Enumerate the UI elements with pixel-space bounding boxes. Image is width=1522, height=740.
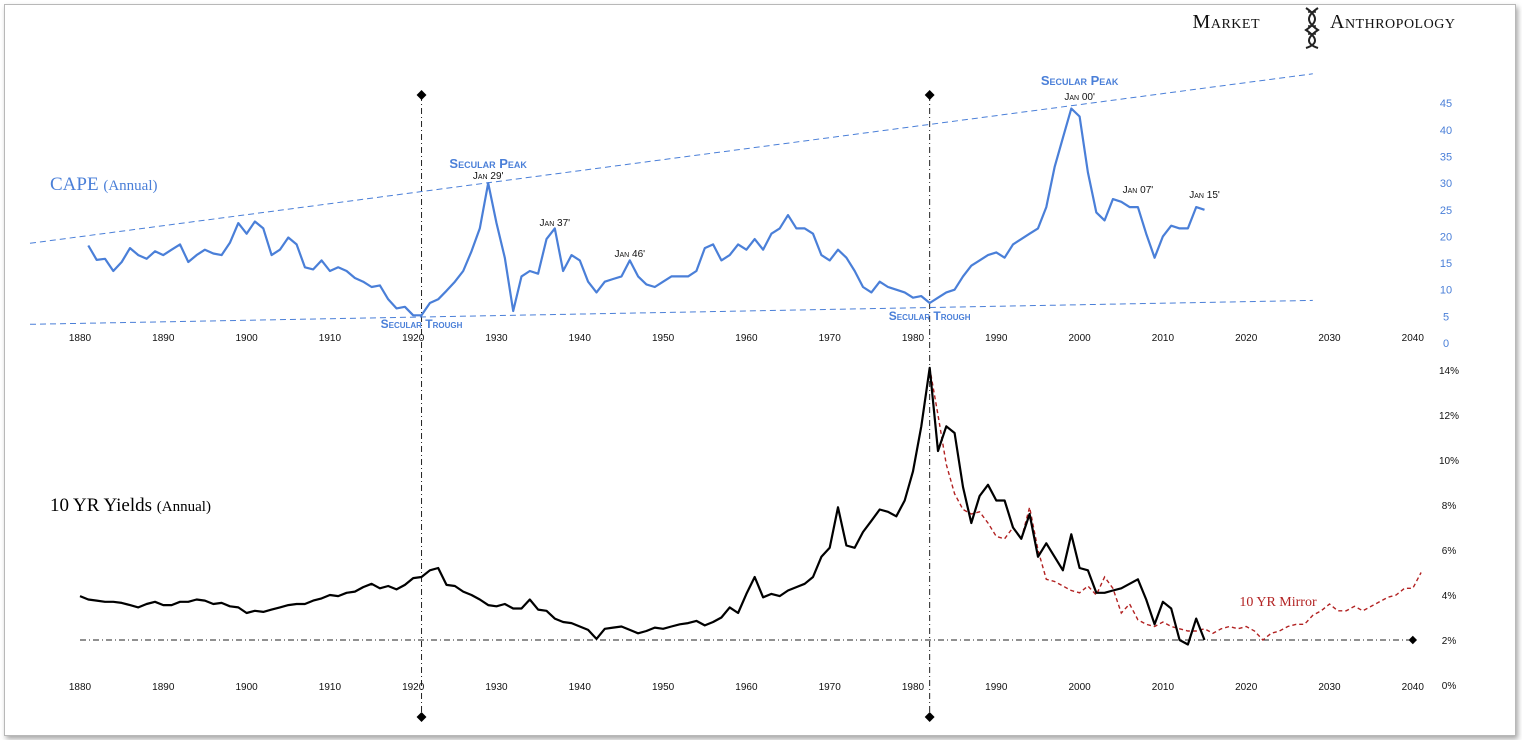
cape-x-tick-label: 1990: [985, 333, 1008, 344]
yield-x-tick-label: 1880: [69, 682, 92, 693]
cape-x-tick-label: 1940: [569, 333, 592, 344]
cape-y-tick-label: 35: [1440, 151, 1452, 163]
yield-x-tick-label: 1980: [902, 682, 925, 693]
yield-y-tick-label: 6%: [1442, 546, 1457, 557]
yield-x-tick-label: 1910: [319, 682, 342, 693]
brand-left-text: Market: [1193, 11, 1260, 33]
yield-y-tick-label: 0%: [1442, 681, 1457, 692]
cape-x-tick-label: 1950: [652, 333, 675, 344]
cape-y-tick-label: 15: [1440, 258, 1452, 270]
cape-x-tick-label: 2000: [1068, 333, 1091, 344]
chart-annotation: Jan 15': [1189, 190, 1220, 201]
chart-annotation: Jan 00': [1064, 92, 1095, 103]
cape-title: CAPE (Annual): [50, 174, 157, 195]
cape-x-tick-label: 1880: [69, 333, 92, 344]
cape-x-tick-label: 2030: [1318, 333, 1341, 344]
cape-x-tick-label: 1890: [152, 333, 175, 344]
series-layer: [29, 73, 1422, 646]
chart-annotation: Secular Trough: [381, 317, 463, 331]
cape-x-tick-label: 1960: [735, 333, 758, 344]
cape-y-tick-label: 10: [1440, 285, 1452, 297]
axes-layer: 1880 1890 1900 1910 1920 1930 1940 1950 1960 1970…: [69, 98, 1459, 693]
yield-x-tick-label: 1920: [402, 682, 425, 693]
yield-x-tick-label: 2020: [1235, 682, 1258, 693]
yield-x-tick-label: 1900: [235, 682, 258, 693]
cape-y-tick-label: 5: [1443, 311, 1449, 323]
yield-x-tick-label: 1890: [152, 682, 175, 693]
cape-x-tick-label: 1910: [319, 333, 342, 344]
yield-y-tick-label: 12%: [1439, 411, 1459, 422]
cape-x-tick-label: 1970: [819, 333, 842, 344]
cape-x-tick-label: 2040: [1402, 333, 1425, 344]
cape-y-tick-label: 30: [1440, 178, 1452, 190]
cape-x-tick-label: 1900: [235, 333, 258, 344]
cape-y-tick-label: 25: [1440, 205, 1452, 217]
yield-title: 10 YR Yields (Annual): [50, 495, 211, 516]
cape-x-tick-label: 1980: [902, 333, 925, 344]
chart-annotation: Jan 29': [473, 171, 504, 182]
brand-logo: Market Anthropology: [1193, 7, 1455, 49]
guide-diamond-marker: [416, 90, 427, 100]
yield-x-tick-label: 2000: [1068, 682, 1091, 693]
yield-mirror-label: 10 YR Mirror: [1239, 595, 1317, 610]
cape-y-tick-label: 45: [1440, 98, 1452, 110]
yield-x-tick-label: 1940: [569, 682, 592, 693]
chart-annotation: Secular Peak: [1041, 73, 1119, 88]
cape-series-line: [87, 107, 1205, 317]
yield-y-tick-label: 4%: [1442, 591, 1457, 602]
chart-annotation: Jan 46': [615, 249, 646, 260]
yield-x-tick-label: 1970: [819, 682, 842, 693]
yield-series-line: [79, 366, 1206, 646]
cape-lower-trendline: [29, 299, 1313, 325]
guide-diamond-marker: [1408, 635, 1418, 645]
cape-x-tick-label: 1930: [485, 333, 508, 344]
yield-x-tick-label: 2040: [1402, 682, 1425, 693]
brand-right-text: Anthropology: [1330, 11, 1455, 33]
dna-helix-icon: [1304, 7, 1320, 49]
cape-y-tick-label: 20: [1440, 231, 1452, 243]
yield-mirror-series-line: [929, 367, 1422, 641]
yield-x-tick-label: 2030: [1318, 682, 1341, 693]
yield-x-tick-label: 2010: [1152, 682, 1175, 693]
chart-annotation: Secular Trough: [889, 309, 971, 323]
chart-annotation: Jan 37': [540, 218, 571, 229]
cape-y-tick-label: 0: [1443, 338, 1449, 350]
yield-y-tick-label: 14%: [1439, 366, 1459, 377]
cape-x-tick-label: 2010: [1152, 333, 1175, 344]
guide-layer: [80, 90, 1418, 722]
guide-diamond-marker: [924, 712, 935, 722]
yield-y-tick-label: 8%: [1442, 501, 1457, 512]
cape-x-tick-label: 1920: [402, 333, 425, 344]
guide-diamond-marker: [416, 712, 427, 722]
chart-annotation: Jan 07': [1123, 185, 1154, 196]
yield-x-tick-label: 1930: [485, 682, 508, 693]
yield-x-tick-label: 1950: [652, 682, 675, 693]
chart-annotation: Secular Peak: [449, 156, 527, 171]
cape-upper-trendline: [29, 73, 1313, 244]
yield-x-tick-label: 1960: [735, 682, 758, 693]
yield-x-tick-label: 1990: [985, 682, 1008, 693]
yield-y-tick-label: 10%: [1439, 456, 1459, 467]
cape-x-tick-label: 2020: [1235, 333, 1258, 344]
guide-diamond-marker: [924, 90, 935, 100]
yield-y-tick-label: 2%: [1442, 636, 1457, 647]
chart-frame: [4, 4, 1516, 736]
cape-y-tick-label: 40: [1440, 125, 1452, 137]
